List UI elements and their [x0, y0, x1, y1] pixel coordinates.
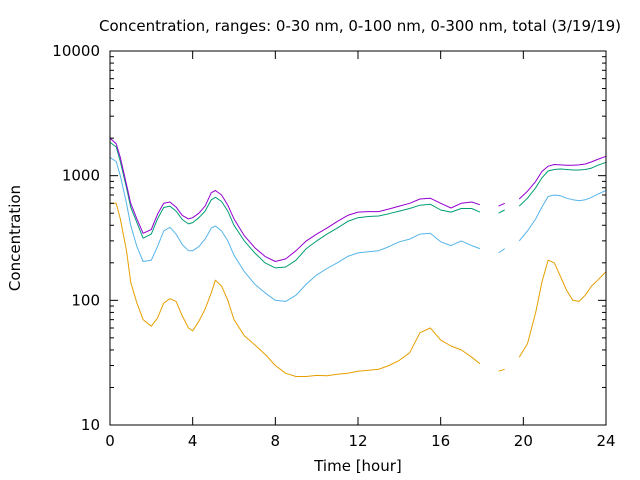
x-tick-label: 24: [596, 432, 615, 450]
series-line-2: [109, 141, 607, 269]
y-tick-label: 1000: [62, 167, 100, 185]
x-tick-label: 20: [514, 432, 533, 450]
axes-layer: 0 4 8 12 16 20 24 10 100 1000 10000: [52, 42, 615, 450]
x-tick-label: 0: [105, 432, 115, 450]
x-axis-label: Time [hour]: [313, 457, 402, 475]
y-tick-label: 100: [71, 291, 100, 309]
series-line-1: [109, 156, 607, 302]
series-line-0: [110, 202, 607, 377]
y-axis-label: Concentration: [6, 185, 24, 291]
y-tick-label: 10000: [52, 42, 100, 60]
series-line-3: [109, 137, 607, 262]
x-tick-label: 12: [348, 432, 367, 450]
series-layer: [109, 137, 607, 377]
x-tick-label: 4: [188, 432, 198, 450]
x-tick-label: 16: [431, 432, 450, 450]
chart-title: Concentration, ranges: 0-30 nm, 0-100 nm…: [99, 17, 621, 35]
x-tick-label: 8: [271, 432, 281, 450]
y-tick-label: 10: [81, 416, 100, 434]
